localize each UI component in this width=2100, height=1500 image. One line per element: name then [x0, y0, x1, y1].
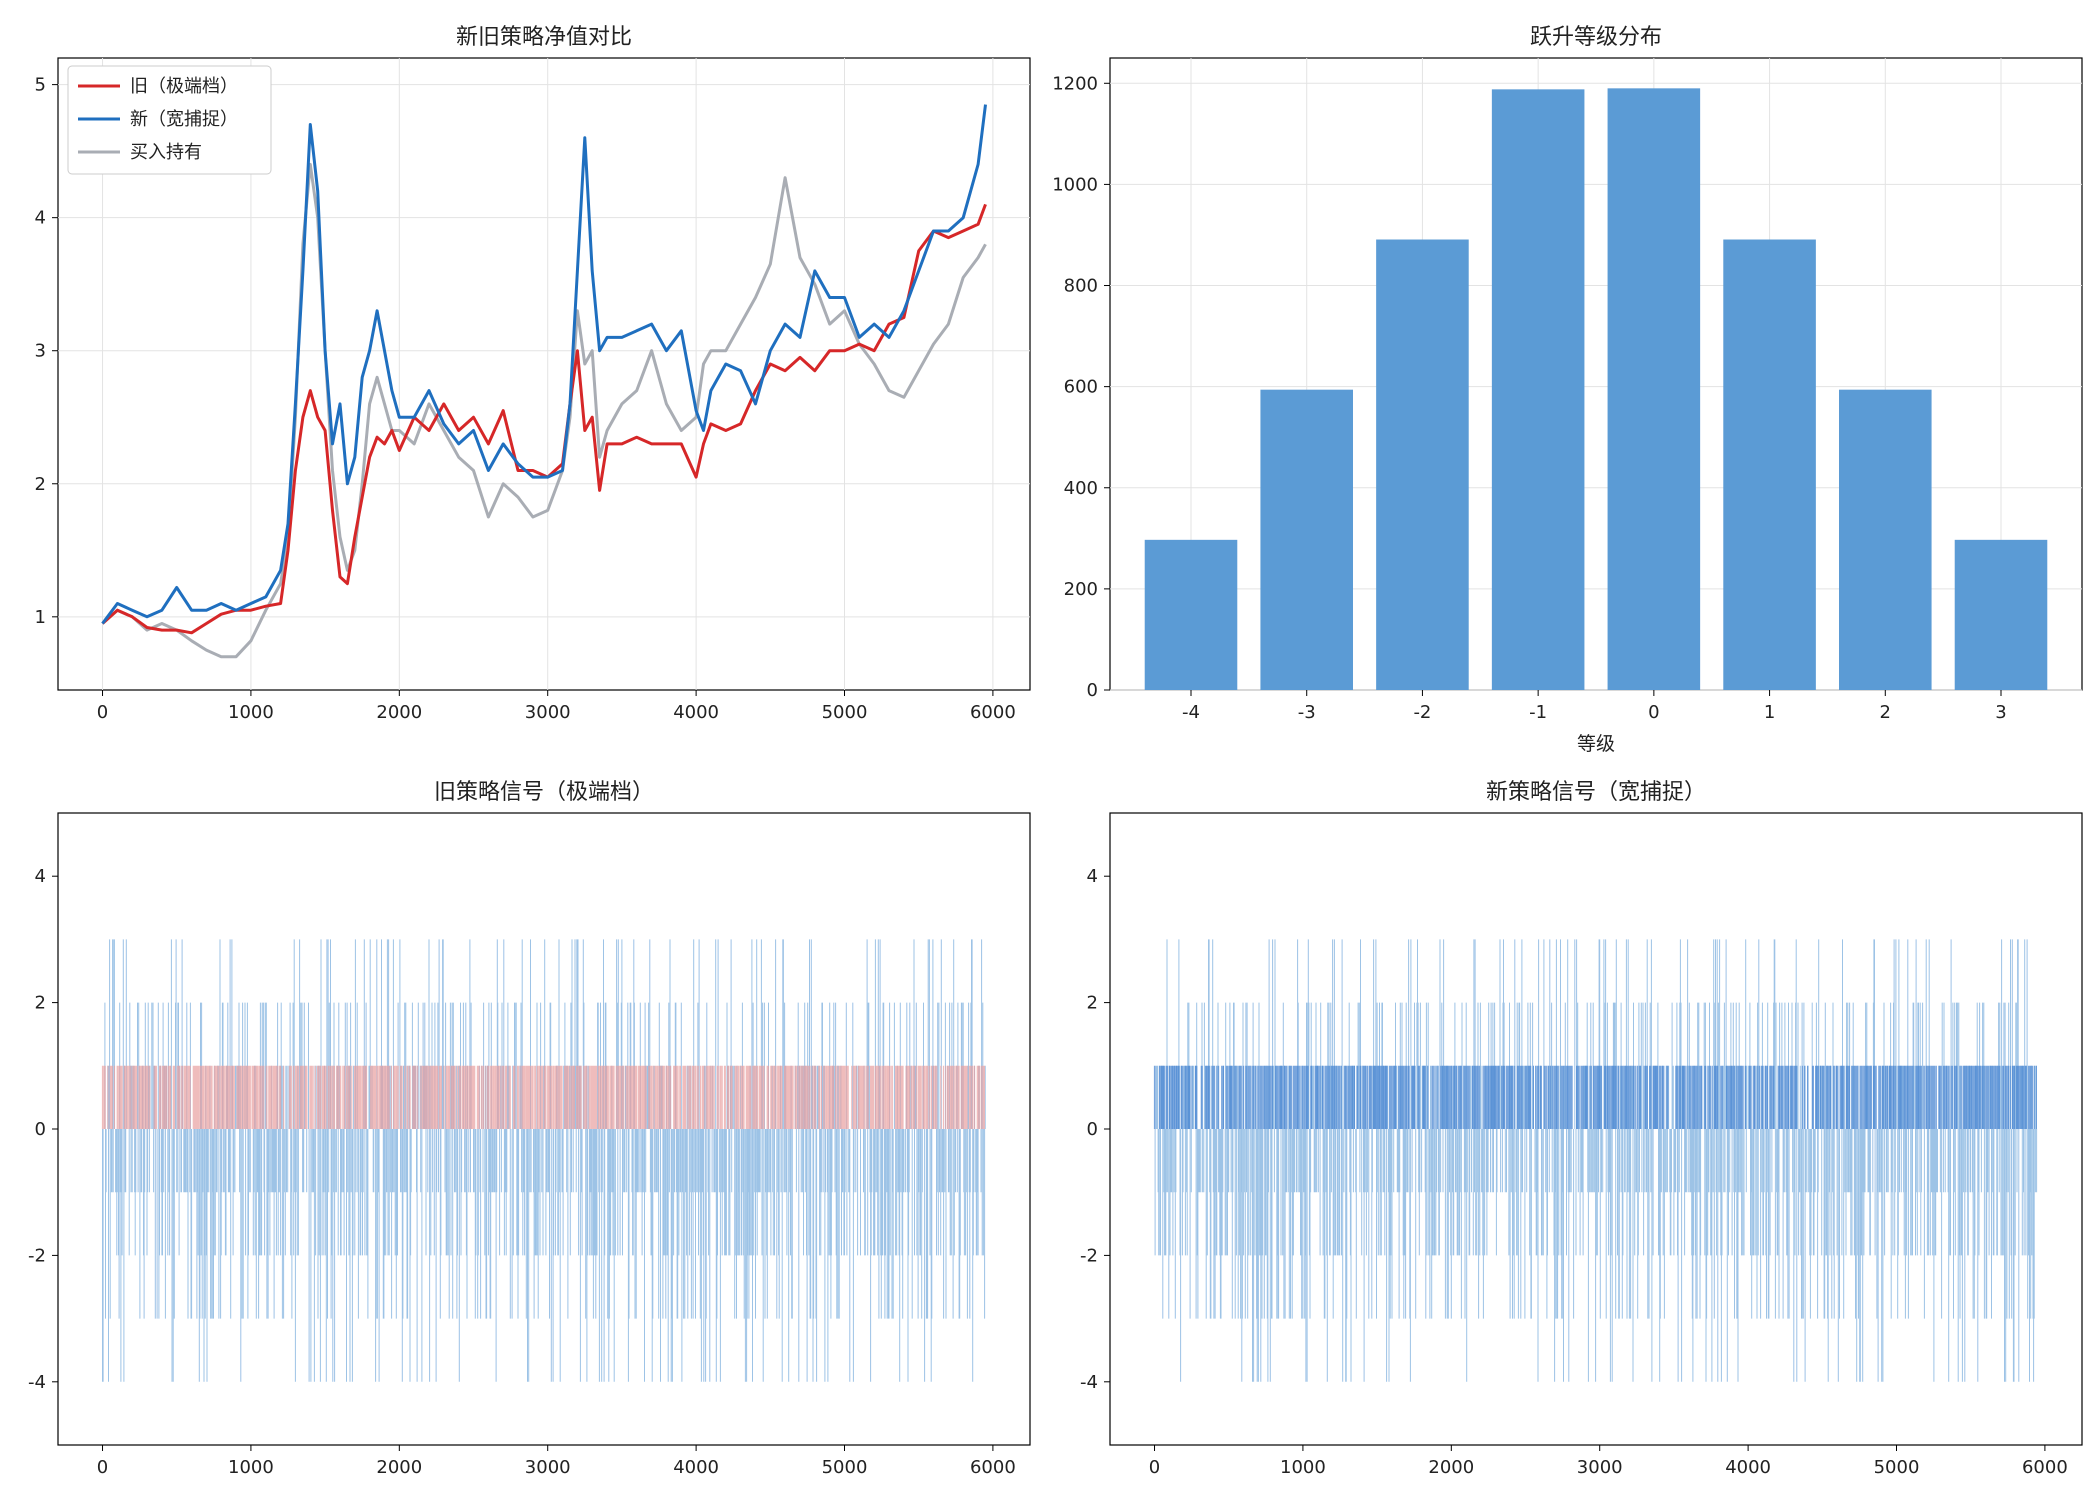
- y-tick-label: 2: [1087, 993, 1098, 1014]
- y-tick-label: 0: [1087, 1119, 1098, 1140]
- old-signal-title: 旧策略信号（极端档）: [434, 780, 654, 805]
- y-tick-label: 0: [1087, 680, 1098, 701]
- y-tick-label: 1: [35, 607, 46, 628]
- x-tick-label: 3000: [1577, 1457, 1623, 1478]
- x-tick-label: -4: [1182, 702, 1200, 723]
- x-tick-label: 0: [1648, 702, 1659, 723]
- y-tick-label: -4: [1080, 1372, 1098, 1393]
- y-tick-label: 4: [35, 208, 46, 229]
- position-band: [101, 1065, 985, 1129]
- y-tick-label: 5: [35, 75, 46, 96]
- x-tick-label: 1000: [228, 1457, 274, 1478]
- new-signal-y-ticks: -4 -2 0 2 4: [1080, 866, 1110, 1393]
- net-value-legend: 旧（极端档） 新（宽捕捉） 买入持有: [67, 65, 272, 175]
- position-band: [1153, 1065, 2037, 1129]
- y-tick-label: 200: [1064, 579, 1098, 600]
- y-tick-label: 800: [1064, 276, 1098, 297]
- x-tick-label: 4000: [673, 1457, 719, 1478]
- x-tick-label: 4000: [1725, 1457, 1771, 1478]
- bar--1: [1491, 89, 1585, 691]
- y-tick-label: 2: [35, 993, 46, 1014]
- level-distribution-x-ticks: -4 -3 -2 -1 0 1 2 3: [1182, 690, 2007, 723]
- series-line-2: [101, 162, 987, 659]
- x-tick-label: 1: [1764, 702, 1775, 723]
- x-tick-label: -3: [1298, 702, 1316, 723]
- x-tick-label: 0: [1149, 1457, 1160, 1478]
- y-tick-label: -2: [28, 1245, 46, 1266]
- x-tick-label: 1000: [1280, 1457, 1326, 1478]
- y-tick-label: 2: [35, 474, 46, 495]
- old-signal-x-ticks: 0 1000 2000 3000 4000 5000 6000: [97, 1445, 1016, 1478]
- y-tick-label: -2: [1080, 1245, 1098, 1266]
- old-signal-y-ticks: -4 -2 0 2 4: [28, 866, 58, 1393]
- y-tick-label: 3: [35, 341, 46, 362]
- x-tick-label: 0: [97, 702, 108, 723]
- x-tick-label: 0: [97, 1457, 108, 1478]
- x-tick-label: 5000: [822, 702, 868, 723]
- bar--4: [1144, 539, 1238, 690]
- net-value-title: 新旧策略净值对比: [456, 25, 632, 50]
- x-tick-label: 2000: [376, 702, 422, 723]
- x-tick-label: 6000: [970, 702, 1016, 723]
- bar-2: [1839, 389, 1932, 690]
- y-tick-label: 1000: [1052, 174, 1098, 195]
- x-tick-label: 3000: [525, 1457, 571, 1478]
- level-distribution-bars: [1144, 88, 2048, 691]
- x-tick-label: 5000: [822, 1457, 868, 1478]
- y-tick-label: 4: [1087, 866, 1098, 887]
- x-tick-label: 2000: [376, 1457, 422, 1478]
- y-tick-label: 1200: [1052, 73, 1098, 94]
- x-tick-label: 6000: [2022, 1457, 2068, 1478]
- legend-box: [67, 65, 272, 175]
- x-tick-label: 3000: [525, 702, 571, 723]
- legend-label-buyhold: 买入持有: [130, 142, 202, 163]
- series-line-1: [101, 104, 987, 625]
- net-value-lines: [101, 104, 987, 659]
- legend-label-new: 新（宽捕捉）: [130, 109, 238, 130]
- net-value-x-ticks: 0 1000 2000 3000 4000 5000 6000: [97, 690, 1016, 723]
- x-tick-label: 6000: [970, 1457, 1016, 1478]
- level-distribution-plot-area: [1109, 57, 2083, 691]
- level-distribution-y-ticks: 0 200 400 600 800 1000 1200: [1052, 73, 1110, 701]
- new-signal-x-ticks: 0 1000 2000 3000 4000 5000 6000: [1149, 1445, 2068, 1478]
- level-distribution-x-label: 等级: [1577, 733, 1615, 755]
- bar-1: [1723, 239, 1816, 690]
- series-line-0: [101, 203, 987, 635]
- bar-3: [1954, 539, 2048, 690]
- y-tick-label: 0: [35, 1119, 46, 1140]
- y-tick-label: 400: [1064, 478, 1098, 499]
- net-value-y-ticks: 1 2 3 4 5: [35, 75, 58, 628]
- new-signal-title: 新策略信号（宽捕捉）: [1486, 780, 1706, 805]
- y-tick-label: -4: [28, 1372, 46, 1393]
- y-tick-label: 4: [35, 866, 46, 887]
- x-tick-label: 4000: [673, 702, 719, 723]
- bar--3: [1260, 389, 1353, 690]
- x-tick-label: 1000: [228, 702, 274, 723]
- level-distribution-title: 跃升等级分布: [1530, 25, 1662, 50]
- level-distribution-panel: -4 -3 -2 -1 0 1 2 3 0 200 400 600 800 1000 1200 跃升等级分…: [1052, 25, 2083, 755]
- x-tick-label: 2: [1880, 702, 1891, 723]
- y-tick-label: 600: [1064, 377, 1098, 398]
- x-tick-label: -1: [1529, 702, 1547, 723]
- net-value-panel: 0 1000 2000 3000 4000 5000 6000 1 2 3 4 5 新旧策略净值对比…: [35, 25, 1031, 723]
- bar-0: [1607, 88, 1701, 690]
- x-tick-label: 3: [1995, 702, 2006, 723]
- x-tick-label: 2000: [1428, 1457, 1474, 1478]
- old-signal-marks: [101, 939, 986, 1382]
- old-signal-panel: 0 1000 2000 3000 4000 5000 6000 -4 -2 0 2 4 旧策略信号（…: [28, 780, 1031, 1478]
- new-signal-panel: 0 1000 2000 3000 4000 5000 6000 -4 -2 0 2 4 新策略信号（…: [1080, 780, 2083, 1478]
- x-tick-label: 5000: [1874, 1457, 1920, 1478]
- bar--2: [1376, 239, 1469, 690]
- x-tick-label: -2: [1413, 702, 1431, 723]
- legend-label-old: 旧（极端档）: [130, 76, 238, 97]
